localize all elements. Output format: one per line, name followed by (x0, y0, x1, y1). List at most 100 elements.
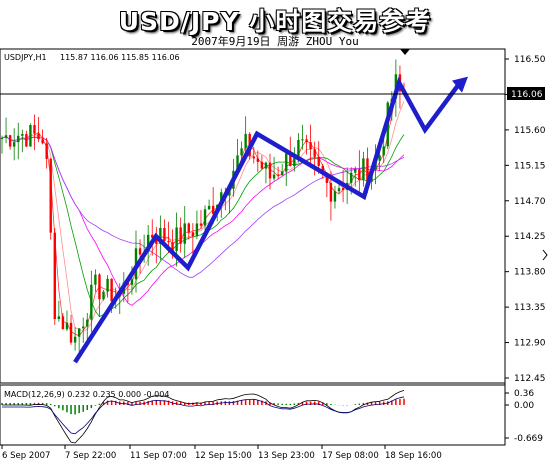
candle-up (297, 139, 300, 158)
time-tick-label: 17 Sep 08:00 (322, 451, 379, 461)
candle-down (171, 242, 174, 251)
price-tick-label: 112.45 (514, 374, 546, 384)
current-price-box (507, 87, 545, 100)
macd-label: MACD(12,26,9) 0.232 0.235 0.000 -0.004 (4, 390, 169, 399)
candle-up (350, 172, 353, 183)
candle-down (358, 169, 361, 180)
candle-down (33, 125, 36, 134)
candle-up (382, 146, 385, 156)
price-pane-frame (0, 48, 506, 384)
candle-up (159, 228, 162, 244)
candle-down (155, 237, 158, 244)
time-tick-label: 12 Sep 15:00 (195, 451, 252, 461)
candle-up (90, 284, 93, 320)
candle-up (236, 155, 239, 171)
candle-down (25, 134, 28, 147)
candle-down (41, 139, 44, 144)
candle-down (151, 234, 154, 238)
candle-up (4, 135, 8, 139)
price-tick-label: 115.15 (514, 161, 546, 171)
chart-subtitle: 2007年9月19日 周游 ZHOU You (191, 35, 359, 48)
candle-down (167, 240, 170, 243)
time-tick-label: 6 Sep 2007 (2, 451, 50, 461)
price-tick-label: 113.80 (514, 268, 546, 278)
scroll-handle-icon[interactable] (542, 249, 548, 261)
moving-average-line (1, 101, 405, 332)
candle-up (362, 158, 365, 180)
chart-title: USD/JPY 小时图交易参考 (118, 7, 432, 36)
candle-up (130, 279, 134, 285)
candle-up (203, 209, 207, 226)
candle-down (45, 143, 48, 159)
candle-up (21, 134, 24, 136)
price-tick-label: 114.25 (514, 232, 546, 242)
candle-down (256, 158, 260, 162)
candle-up (354, 169, 357, 173)
macd-tick-label: 0.00 (514, 401, 534, 411)
moving-average-line (1, 136, 405, 306)
candle-down (276, 174, 280, 176)
candle-down (163, 228, 166, 241)
price-tick-label: 113.35 (514, 303, 546, 313)
candle-down (260, 161, 264, 169)
shift-marker-icon (400, 49, 410, 55)
candle-down (138, 248, 142, 255)
candle-down (341, 188, 345, 190)
candle-up (378, 155, 381, 161)
time-tick-label: 18 Sep 16:00 (385, 451, 442, 461)
candle-up (244, 133, 247, 149)
candle-down (61, 316, 65, 330)
macd-tick-label: 0.36 (514, 389, 534, 399)
candle-down (187, 223, 190, 233)
candle-down (199, 223, 203, 226)
candle-down (309, 142, 312, 150)
forecast-zigzag-line (73, 76, 462, 364)
candle-up (12, 142, 16, 147)
candle-up (175, 227, 178, 251)
candle-down (366, 158, 369, 182)
candle-up (333, 191, 337, 202)
moving-average-line (1, 134, 405, 318)
candle-up (301, 139, 304, 141)
candle-down (317, 156, 320, 166)
candle-up (86, 319, 89, 327)
candle-up (195, 223, 199, 237)
candle-down (37, 133, 40, 140)
candle-up (272, 174, 276, 179)
candle-down (268, 162, 272, 179)
candle-up (293, 157, 296, 166)
time-tick-label: 13 Sep 23:00 (258, 451, 315, 461)
price-tick-label: 116.50 (514, 55, 546, 65)
candle-up (82, 326, 85, 329)
moving-average-line (1, 136, 405, 278)
price-tick-label: 112.90 (514, 339, 546, 349)
price-tick-label: 115.60 (514, 126, 546, 136)
candle-down (252, 156, 255, 159)
price-tick-label: 114.70 (514, 197, 546, 207)
candle-down (8, 135, 12, 147)
candle-down (191, 232, 195, 237)
candle-up (207, 205, 211, 210)
candle-up (264, 162, 268, 169)
candle-down (69, 322, 73, 343)
candle-up (280, 171, 284, 176)
candle-up (183, 223, 186, 244)
candle-down (98, 274, 101, 300)
macd-tick-label: -0.669 (514, 434, 543, 444)
forecast-arrowhead-icon (452, 76, 468, 93)
candle-down (110, 278, 113, 302)
candle-up (285, 153, 288, 172)
candle-up (0, 138, 4, 140)
candle-up (240, 148, 243, 156)
candle-up (57, 316, 61, 320)
candle-up (73, 336, 77, 343)
candle-down (325, 174, 329, 183)
candle-up (146, 234, 150, 253)
symbol-label: USDJPY,H1 (4, 53, 47, 62)
current-price-label: 116.06 (511, 90, 543, 100)
candle-up (77, 328, 81, 337)
candle-down (313, 149, 316, 157)
candle-up (29, 125, 32, 147)
candle-up (337, 188, 341, 192)
time-tick-label: 7 Sep 22:00 (65, 451, 116, 461)
